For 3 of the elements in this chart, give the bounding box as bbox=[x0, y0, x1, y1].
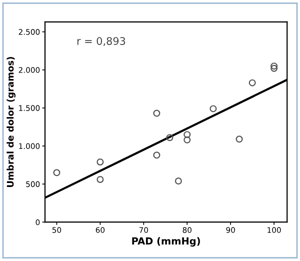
y-axis-title: Umbral de dolor (gramos) bbox=[6, 57, 16, 187]
x-axis-title: PAD (mmHg) bbox=[132, 237, 200, 247]
annotation: r = 0,893 bbox=[77, 37, 126, 46]
